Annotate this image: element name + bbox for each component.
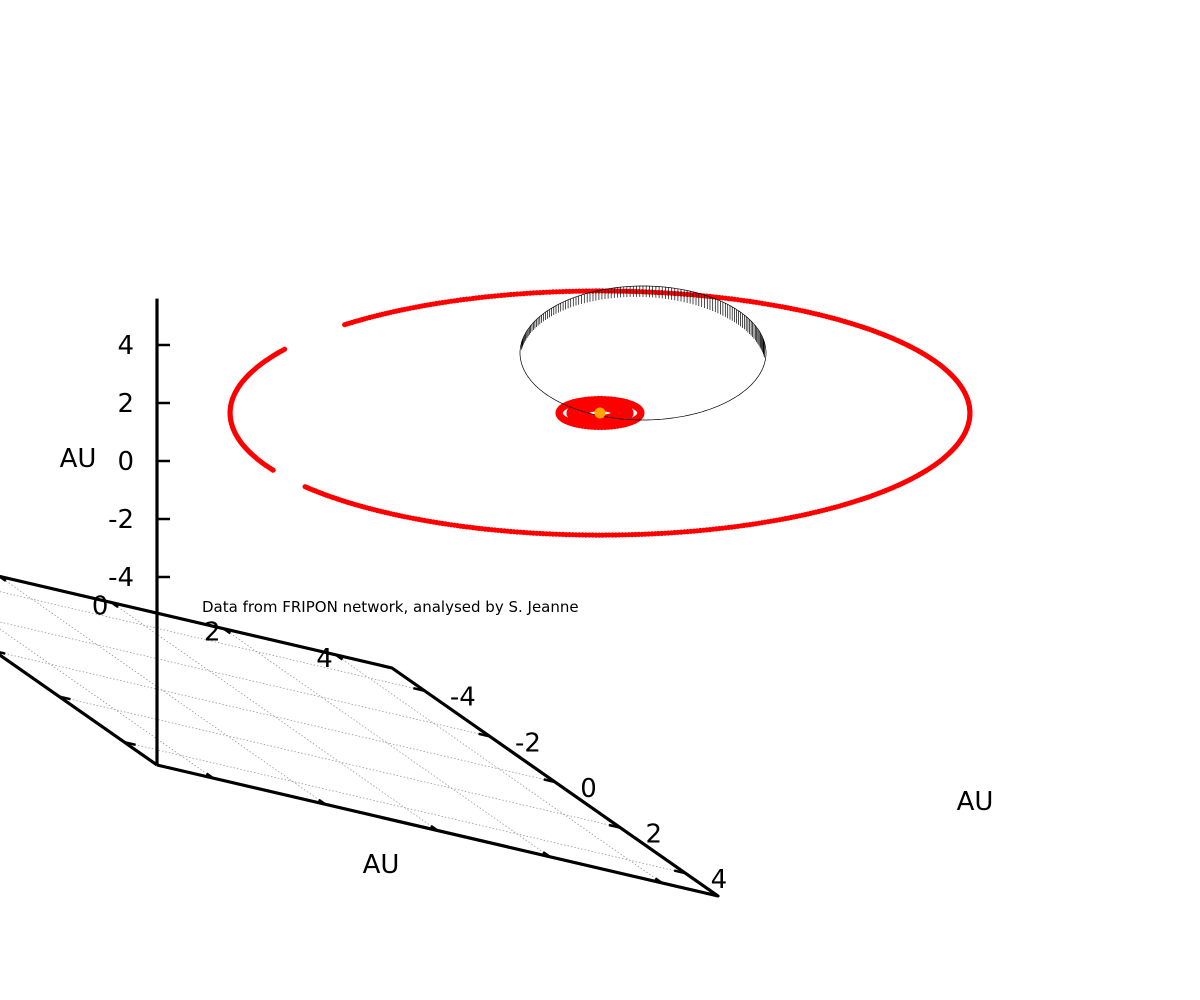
x-tick-mark bbox=[0, 575, 7, 582]
y-tick-mark bbox=[124, 740, 136, 747]
x-tick-label: -2 bbox=[0, 565, 1, 595]
z-axis bbox=[155, 298, 170, 765]
base-axes bbox=[0, 574, 720, 898]
x-tick-mark bbox=[205, 772, 214, 780]
sun-marker bbox=[594, 407, 606, 419]
y-tick-mark bbox=[0, 651, 6, 655]
x-tick-mark bbox=[542, 851, 551, 858]
z-tick-label: 0 bbox=[117, 447, 134, 477]
z-axis-label: AU bbox=[60, 444, 97, 474]
planet-orbit bbox=[227, 288, 973, 538]
grid-line-y bbox=[0, 651, 556, 783]
y-tick-mark bbox=[543, 778, 556, 784]
y-tick-mark bbox=[478, 732, 491, 738]
y-tick-label: 0 bbox=[580, 774, 597, 804]
y-tick-label: 2 bbox=[645, 819, 662, 849]
base-frame bbox=[0, 574, 720, 898]
z-tick-label: -2 bbox=[108, 505, 134, 535]
y-tick-label: -4 bbox=[450, 683, 476, 713]
y-axis-label: AU bbox=[957, 787, 994, 817]
x-tick-mark bbox=[430, 824, 439, 832]
grid-line-y bbox=[124, 741, 686, 874]
meteoroid-orbit bbox=[519, 285, 767, 421]
y-tick-label: 4 bbox=[711, 865, 728, 895]
y-tick-mark bbox=[608, 823, 621, 829]
x-tick-label: 0 bbox=[92, 592, 109, 622]
credit-annotation: Data from FRIPON network, analysed by S.… bbox=[202, 598, 579, 616]
planet-orbit bbox=[555, 395, 645, 431]
x-axis-label: AU bbox=[363, 850, 400, 880]
x-tick-label: 2 bbox=[204, 618, 221, 648]
x-tick-mark bbox=[654, 877, 663, 884]
x-tick-label: 4 bbox=[316, 644, 333, 674]
orbit-point bbox=[967, 409, 973, 415]
orbit-point bbox=[637, 408, 645, 416]
x-tick-mark bbox=[318, 798, 327, 806]
orbits bbox=[227, 285, 973, 538]
z-tick-label: -4 bbox=[108, 563, 134, 593]
xy-grid bbox=[0, 576, 686, 884]
x-tick-mark bbox=[335, 653, 344, 661]
x-tick-mark bbox=[110, 601, 119, 609]
y-tick-mark bbox=[58, 695, 71, 701]
y-tick-mark bbox=[673, 869, 686, 875]
z-tick-label: 4 bbox=[117, 331, 134, 361]
z-tick-label: 2 bbox=[117, 389, 134, 419]
grid-line-y bbox=[59, 696, 621, 828]
orbit-point bbox=[302, 484, 308, 490]
orbit-point bbox=[282, 346, 288, 352]
y-tick-label: -2 bbox=[515, 728, 541, 758]
grid-line-y bbox=[0, 621, 490, 737]
x-tick-mark bbox=[222, 627, 231, 635]
meteoroid-path bbox=[519, 285, 767, 421]
y-tick-mark bbox=[413, 686, 425, 693]
orbit-point bbox=[626, 408, 634, 416]
